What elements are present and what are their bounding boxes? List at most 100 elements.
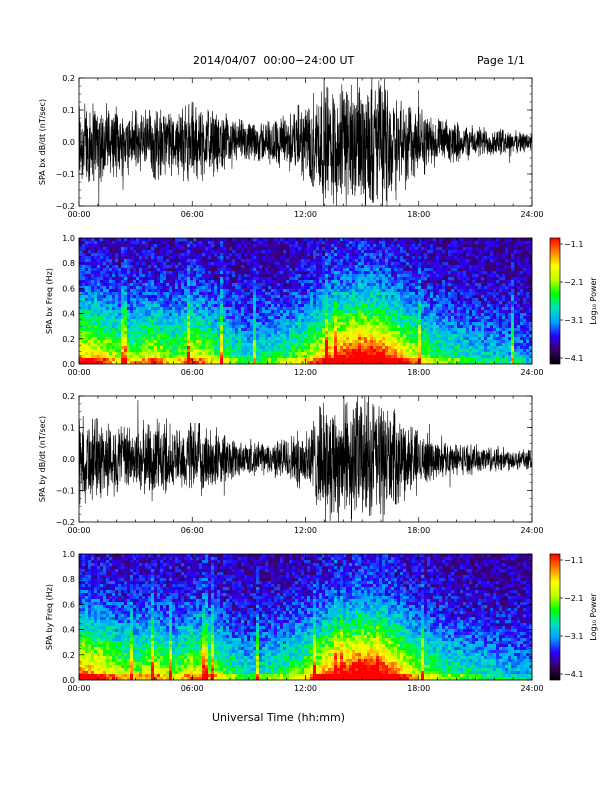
spectrogram-cell <box>79 298 83 302</box>
spectrogram-cell <box>262 343 266 347</box>
spectrogram-cell <box>166 253 170 257</box>
spectrogram-cell <box>460 286 464 290</box>
spectrogram-cell <box>310 361 314 365</box>
spectrogram-cell <box>328 343 332 347</box>
spectrogram-cell <box>346 283 350 287</box>
spectrogram-cell <box>196 286 200 290</box>
spectrogram-cell <box>94 319 98 323</box>
spectrogram-cell <box>379 340 383 344</box>
spectrogram-cell <box>304 265 308 269</box>
spectrogram-cell <box>442 325 446 329</box>
spectrogram-cell <box>136 241 140 245</box>
spectrogram-cell <box>349 340 353 344</box>
spectrogram-cell <box>400 313 404 317</box>
spectrogram-cell <box>418 298 422 302</box>
spectrogram-cell <box>115 289 119 293</box>
spectrogram-cell <box>370 322 374 326</box>
spectrogram-cell <box>79 346 83 350</box>
spectrogram-cell <box>109 262 113 266</box>
spectrogram-cell <box>337 325 341 329</box>
spectrogram-cell <box>193 283 197 287</box>
spectrogram-cell <box>397 286 401 290</box>
spectrogram-cell <box>217 349 221 353</box>
spectrogram-cell <box>316 244 320 248</box>
spectrogram-cell <box>364 292 368 296</box>
spectrogram-cell <box>451 241 455 245</box>
spectrogram-cell <box>379 283 383 287</box>
spectrogram-cell <box>337 277 341 281</box>
spectrogram-cell <box>118 241 122 245</box>
spectrogram-cell <box>274 259 278 263</box>
spectrogram-cell <box>364 253 368 257</box>
spectrogram-cell <box>295 268 299 272</box>
spectrogram-cell <box>262 244 266 248</box>
spectrogram-cell <box>301 265 305 269</box>
spectrogram-cell <box>370 292 374 296</box>
spectrogram-cell <box>202 355 206 359</box>
spectrogram-cell <box>115 346 119 350</box>
spectrogram-cell <box>439 271 443 275</box>
spectrogram-cell <box>334 268 338 272</box>
spectrogram-cell <box>451 358 455 362</box>
spectrogram-cell <box>154 325 158 329</box>
spectrogram-cell <box>280 289 284 293</box>
spectrogram-cell <box>406 334 410 338</box>
x-tick-label: 18:00 <box>407 210 430 219</box>
spectrogram-cell <box>232 310 236 314</box>
spectrogram-cell <box>253 244 257 248</box>
spectrogram-cell <box>301 340 305 344</box>
spectrogram-cell <box>334 319 338 323</box>
spectrogram-cell <box>256 259 260 263</box>
spectrogram-cell <box>349 271 353 275</box>
spectrogram-cell <box>301 358 305 362</box>
spectrogram-cell <box>292 319 296 323</box>
spectrogram-cell <box>307 361 311 365</box>
spectrogram-cell <box>121 241 125 245</box>
spectrogram-cell <box>184 319 188 323</box>
spectrogram-cell <box>181 355 185 359</box>
spectrogram-cell <box>406 304 410 308</box>
spectrogram-cell <box>286 355 290 359</box>
spectrogram-cell <box>376 301 380 305</box>
spectrogram-cell <box>145 319 149 323</box>
spectrogram-cell <box>226 307 230 311</box>
spectrogram-cell <box>307 244 311 248</box>
spectrogram-cell <box>454 337 458 341</box>
spectrogram-cell <box>379 292 383 296</box>
spectrogram-cell <box>184 310 188 314</box>
spectrogram-cell <box>223 307 227 311</box>
spectrogram-cell <box>328 349 332 353</box>
spectrogram-cell <box>415 337 419 341</box>
spectrogram-cell <box>118 346 122 350</box>
spectrogram-cell <box>361 316 365 320</box>
spectrogram-cell <box>340 307 344 311</box>
spectrogram-cell <box>430 283 434 287</box>
spectrogram-cell <box>235 238 239 242</box>
spectrogram-cell <box>253 301 257 305</box>
spectrogram-cell <box>307 349 311 353</box>
spectrogram-cell <box>190 241 194 245</box>
spectrogram-cell <box>391 304 395 308</box>
spectrogram-cell <box>445 280 449 284</box>
spectrogram-cell <box>367 283 371 287</box>
spectrogram-cell <box>340 241 344 245</box>
spectrogram-cell <box>457 316 461 320</box>
spectrogram-cell <box>82 253 86 257</box>
spectrogram-cell <box>352 292 356 296</box>
spectrogram-cell <box>382 346 386 350</box>
spectrogram-cell <box>418 349 422 353</box>
spectrogram-cell <box>319 334 323 338</box>
spectrogram-cell <box>157 331 161 335</box>
spectrogram-cell <box>304 337 308 341</box>
spectrogram-cell <box>184 325 188 329</box>
spectrogram-cell <box>214 340 218 344</box>
spectrogram-cell <box>199 259 203 263</box>
spectrogram-cell <box>274 331 278 335</box>
spectrogram-cell <box>310 271 314 275</box>
spectrogram-cell <box>160 310 164 314</box>
spectrogram-cell <box>346 340 350 344</box>
spectrogram-cell <box>433 331 437 335</box>
spectrogram-cell <box>157 238 161 242</box>
spectrogram-cell <box>139 322 143 326</box>
spectrogram-cell <box>388 316 392 320</box>
